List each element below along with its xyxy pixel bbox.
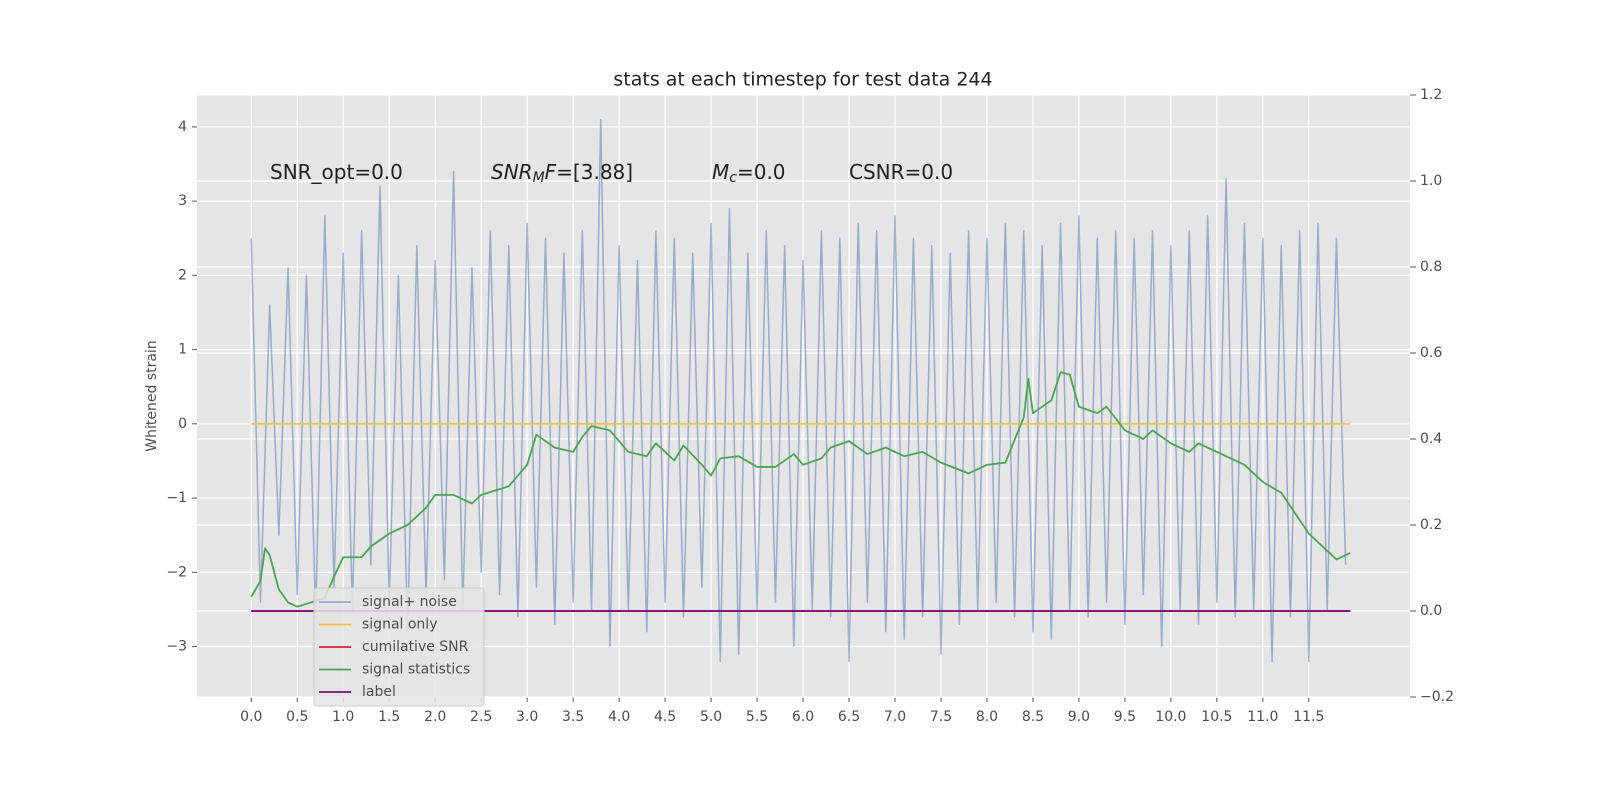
- x-tick-label: 1.5: [378, 709, 400, 725]
- y-tick-label: 3: [178, 193, 187, 209]
- annotation: CSNR=0.0: [849, 160, 953, 184]
- y2-tick-label: 1.2: [1420, 87, 1442, 103]
- x-tick-label: 7.5: [930, 709, 952, 725]
- x-tick-label: 0.5: [286, 709, 308, 725]
- annotation-part: M: [712, 160, 729, 184]
- y2-tick-label: 0.4: [1420, 431, 1442, 447]
- legend-label: cumilative SNR: [362, 639, 469, 655]
- y-axis-label: Whitened strain: [144, 340, 160, 451]
- x-tick-label: 2.5: [470, 709, 492, 725]
- y-tick-label: −2: [166, 564, 187, 580]
- x-tick-label: 11.0: [1247, 709, 1278, 725]
- x-tick-label: 4.5: [654, 709, 676, 725]
- y2-tick-label: 1.0: [1420, 173, 1442, 189]
- annotation-part: =0.0: [737, 160, 786, 184]
- annotation: SNRMF=[3.88]: [491, 160, 633, 187]
- y-tick-label: 4: [178, 119, 187, 135]
- annotation-part: c: [729, 170, 737, 186]
- annotation-part: M: [533, 170, 545, 186]
- y-tick-label: 2: [178, 267, 187, 283]
- legend-label: signal only: [362, 617, 437, 633]
- legend-box: [313, 587, 485, 707]
- x-tick-label: 3.0: [516, 709, 538, 725]
- annotation: Mc=0.0: [712, 160, 786, 187]
- x-tick-label: 6.5: [838, 709, 860, 725]
- x-tick-label: 4.0: [608, 709, 630, 725]
- series-line: [250, 371, 1351, 608]
- legend-label: label: [362, 684, 396, 700]
- y-tick-label: −1: [166, 490, 187, 506]
- x-tick-label: 11.5: [1293, 709, 1324, 725]
- y2-tick-label: −0.2: [1420, 689, 1454, 705]
- annotation-part: =[3.88]: [556, 160, 633, 184]
- annotation-part: SNR: [491, 160, 533, 184]
- x-tick-label: 0.0: [240, 709, 262, 725]
- x-tick-label: 6.0: [792, 709, 814, 725]
- annotation-part: CSNR=0.0: [849, 160, 953, 184]
- x-tick-label: 9.5: [1114, 709, 1136, 725]
- x-tick-label: 10.5: [1201, 709, 1232, 725]
- y2-tick-label: 0.8: [1420, 259, 1442, 275]
- x-tick-label: 2.0: [424, 709, 446, 725]
- x-tick-label: 10.0: [1155, 709, 1186, 725]
- chart-title: stats at each timestep for test data 244: [613, 69, 992, 91]
- y-tick-label: −3: [166, 639, 187, 655]
- x-tick-label: 5.0: [700, 709, 722, 725]
- y2-tick-label: 0.2: [1420, 517, 1442, 533]
- legend-label: signal+ noise: [362, 594, 457, 610]
- x-tick-label: 7.0: [884, 709, 906, 725]
- y-tick-label: 0: [178, 416, 187, 432]
- x-tick-label: 8.0: [976, 709, 998, 725]
- annotation-part: SNR_opt=0.0: [270, 160, 403, 184]
- x-tick-label: 8.5: [1022, 709, 1044, 725]
- annotation-part: F: [545, 160, 557, 184]
- y-tick-label: 1: [178, 342, 187, 358]
- x-tick-label: 9.0: [1068, 709, 1090, 725]
- x-tick-label: 5.5: [746, 709, 768, 725]
- x-tick-label: 1.0: [332, 709, 354, 725]
- annotation: SNR_opt=0.0: [270, 160, 403, 184]
- y2-tick-label: 0.0: [1420, 603, 1442, 619]
- y2-tick-label: 0.6: [1420, 345, 1442, 361]
- x-tick-label: 3.5: [562, 709, 584, 725]
- series-line: [250, 118, 1347, 663]
- legend-label: signal statistics: [362, 662, 470, 678]
